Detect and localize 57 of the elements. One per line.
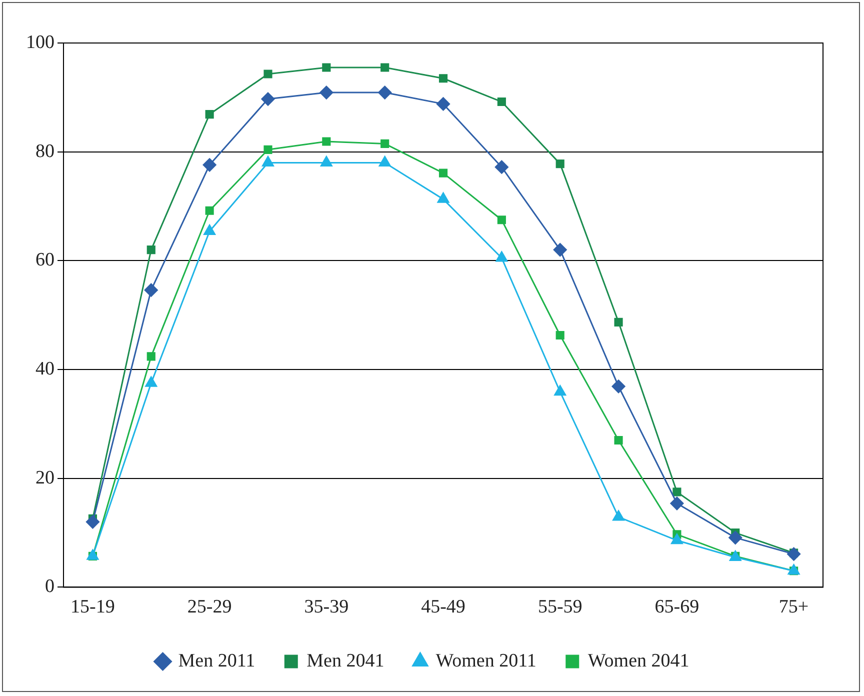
point <box>788 564 800 575</box>
legend-label: Women 2041 <box>588 650 690 672</box>
point <box>146 246 156 254</box>
point <box>670 496 684 510</box>
point <box>554 385 566 396</box>
point <box>556 160 564 168</box>
point <box>378 86 392 100</box>
x-tick-label: 65-69 <box>654 596 700 618</box>
point <box>672 488 682 496</box>
point <box>496 251 508 262</box>
point <box>556 330 564 340</box>
y-tick-label: 40 <box>36 358 54 380</box>
point <box>86 515 100 529</box>
point <box>320 86 334 100</box>
x-tick-label: 45-49 <box>421 596 466 618</box>
point <box>204 224 216 236</box>
point <box>261 92 275 106</box>
point <box>436 97 450 111</box>
legend-label: Men 2041 <box>306 650 384 672</box>
point <box>322 63 331 72</box>
x-tick-label: 55-59 <box>538 596 582 618</box>
legend-label: Men 2011 <box>178 650 256 672</box>
point <box>438 74 448 83</box>
point <box>497 216 506 224</box>
point <box>380 63 390 72</box>
point <box>202 158 216 172</box>
point <box>614 436 623 445</box>
point <box>380 139 390 148</box>
point <box>205 206 214 215</box>
point <box>438 168 448 178</box>
point <box>612 380 626 394</box>
point <box>145 376 158 387</box>
x-tick-label: 25-29 <box>187 596 232 618</box>
point <box>205 110 214 119</box>
point <box>322 137 331 146</box>
x-tick-label: 75+ <box>778 596 809 618</box>
point <box>497 97 506 106</box>
point <box>264 70 272 78</box>
point <box>494 160 508 174</box>
point <box>670 534 683 544</box>
y-tick-label: 60 <box>36 250 54 271</box>
x-tick-label: 15-19 <box>70 596 115 618</box>
y-tick-label: 0 <box>45 576 54 598</box>
point <box>264 145 272 154</box>
point <box>146 352 156 361</box>
point <box>144 283 158 297</box>
y-tick-label: 100 <box>26 32 54 53</box>
point <box>553 243 567 257</box>
x-tick-label: 35-39 <box>304 596 349 618</box>
point <box>86 549 99 560</box>
point <box>728 530 742 544</box>
point <box>614 318 623 326</box>
point <box>787 547 801 561</box>
y-tick-label: 20 <box>36 467 54 488</box>
legend-label: Women 2011 <box>436 650 536 672</box>
y-tick-label: 80 <box>36 140 54 162</box>
point <box>612 510 624 521</box>
